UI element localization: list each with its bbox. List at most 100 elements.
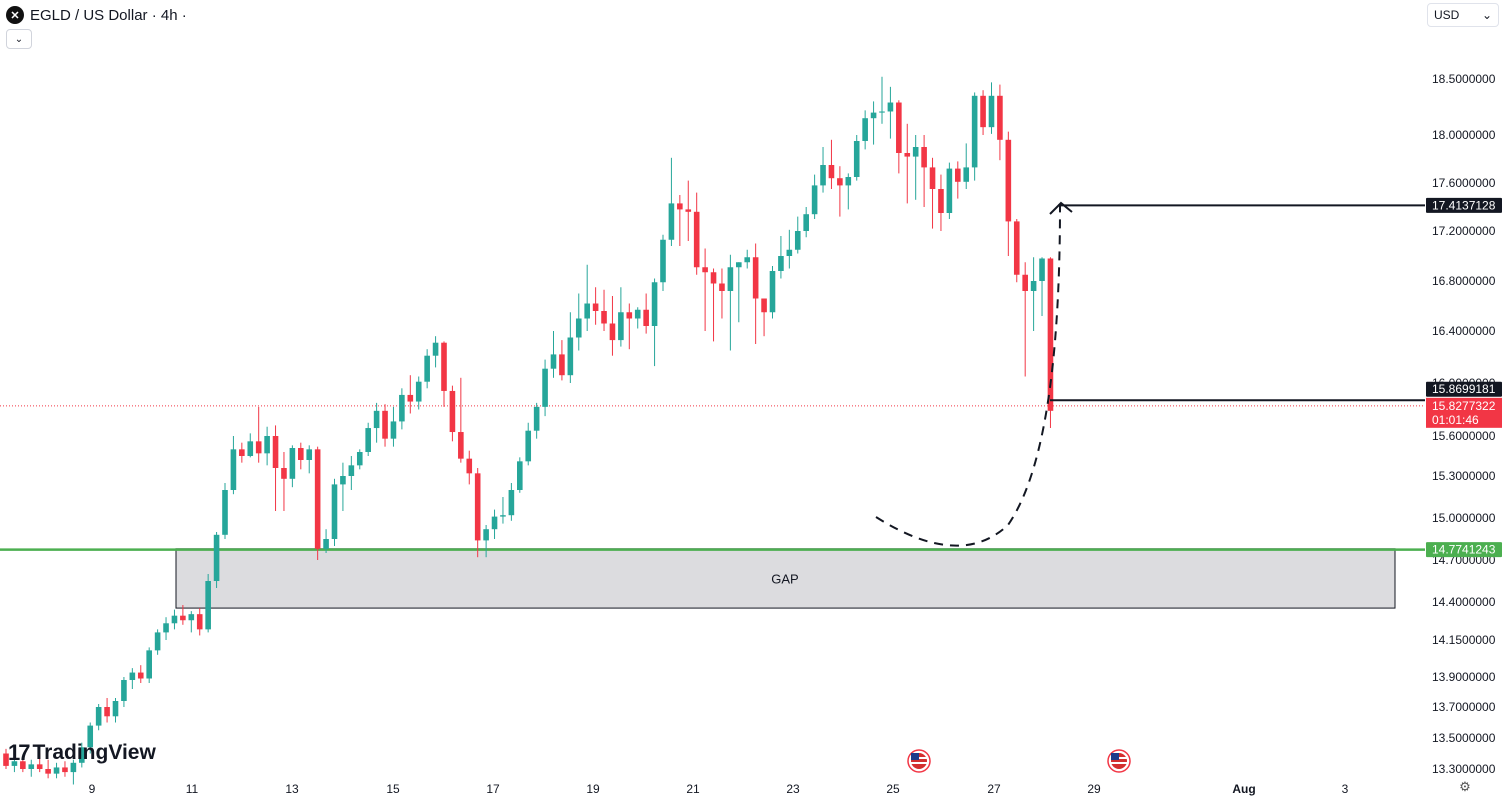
candle-body [121,680,127,701]
candle-body [104,707,110,717]
candle-body [803,214,809,231]
candle-body [575,318,582,338]
currency-select[interactable]: USD ⌄ [1427,3,1499,27]
candle-body [424,355,430,382]
candle-body [466,458,473,474]
currency-label: USD [1434,8,1460,22]
candle-body [500,515,506,517]
candle-body [348,465,355,476]
y-axis-tick-label: 18.5000000 [1432,72,1496,86]
candle-body [79,747,85,763]
candle-body [272,436,279,468]
us-flag-event-icon[interactable] [1107,749,1131,773]
candle-body [70,762,77,773]
y-axis-tick-label: 16.8000000 [1432,274,1496,288]
candle-body [677,203,683,210]
candle-body [946,168,953,213]
candle-body [399,394,405,422]
candle-body [20,761,26,769]
candle-body [171,615,178,624]
candle-body [921,147,927,168]
candle-body [517,461,523,490]
projection-arrowhead [1049,201,1073,215]
tradingview-logo-icon: 17 [8,740,31,765]
chevron-down-icon: ⌄ [14,33,24,45]
candle-body [36,764,43,769]
candle-body [264,436,270,454]
candle-body [382,410,388,439]
candle-body [559,354,565,376]
symbol-header[interactable]: ✕ EGLD / US Dollar · 4h · [6,5,187,25]
candle-body [542,368,548,407]
candle-body [567,337,574,376]
candle-body [651,282,658,326]
candle-body [988,95,995,128]
candle-body [1022,274,1028,291]
y-axis-tick-label: 13.7000000 [1432,700,1496,714]
countdown-label: 01:01:46 [1432,413,1479,427]
candle-body [95,707,102,726]
candle-body [508,490,515,516]
candle-body [811,185,818,215]
last-price-label: 15.8277322 [1432,399,1496,413]
candle-body [112,701,119,717]
candle-body [239,449,245,456]
candle-body [778,256,784,271]
candle-body [997,95,1003,140]
tradingview-logo[interactable]: 17 TradingView [8,740,156,766]
candle-body [879,111,885,113]
logo-text: TradingView [32,741,156,764]
y-axis-tick-label: 13.3000000 [1432,762,1496,776]
candle-body [458,432,464,459]
candle-body [247,441,254,456]
settings-icon[interactable]: ⚙ [1459,779,1471,794]
candle-body [634,309,641,319]
candle-body [474,473,481,541]
flag-stripe [1111,762,1127,764]
y-axis-tick-label: 16.4000000 [1432,324,1496,338]
candle-body [668,203,675,240]
level-price-label: 15.8699181 [1432,382,1496,396]
candle-body [938,189,944,213]
candle-body [146,650,152,679]
support-price-label-bg [1426,542,1502,558]
target-price-label: 17.4137128 [1432,198,1496,212]
candle-body [137,672,144,679]
x-axis-tick-label: 19 [586,782,600,796]
collapse-button[interactable]: ⌄ [6,29,32,49]
x-axis-tick-label: 15 [386,782,400,796]
candle-body [980,95,986,128]
y-axis-tick-label: 14.1500000 [1432,633,1496,647]
candle-body [618,312,624,341]
candle-body [281,468,287,479]
candle-body [289,448,296,479]
x-axis-tick-label: 21 [686,782,700,796]
x-axis-tick-label: Aug [1232,782,1255,796]
candle-body [163,623,169,633]
candle-body [525,430,532,462]
candle-body [685,209,692,212]
candle-body [862,118,868,141]
candle-body [744,257,751,263]
candle-body [736,262,742,268]
candle-body [255,441,262,454]
candle-body [837,178,843,186]
candle-body [213,534,220,581]
candle-body [533,406,540,431]
us-flag-event-icon[interactable] [907,749,931,773]
candle-body [904,153,911,157]
y-axis-tick-label: 13.5000000 [1432,731,1496,745]
candle-body [845,177,852,186]
candle-body [298,448,304,460]
candle-body [415,381,422,402]
x-axis-tick-label: 9 [89,782,96,796]
candle-body [719,283,725,291]
candle-body [188,614,195,621]
candle-body [449,390,456,433]
candle-body [870,112,877,119]
candle-body [896,102,902,153]
candle-body [87,725,94,748]
candle-body [954,168,961,182]
candle-body [45,769,51,774]
